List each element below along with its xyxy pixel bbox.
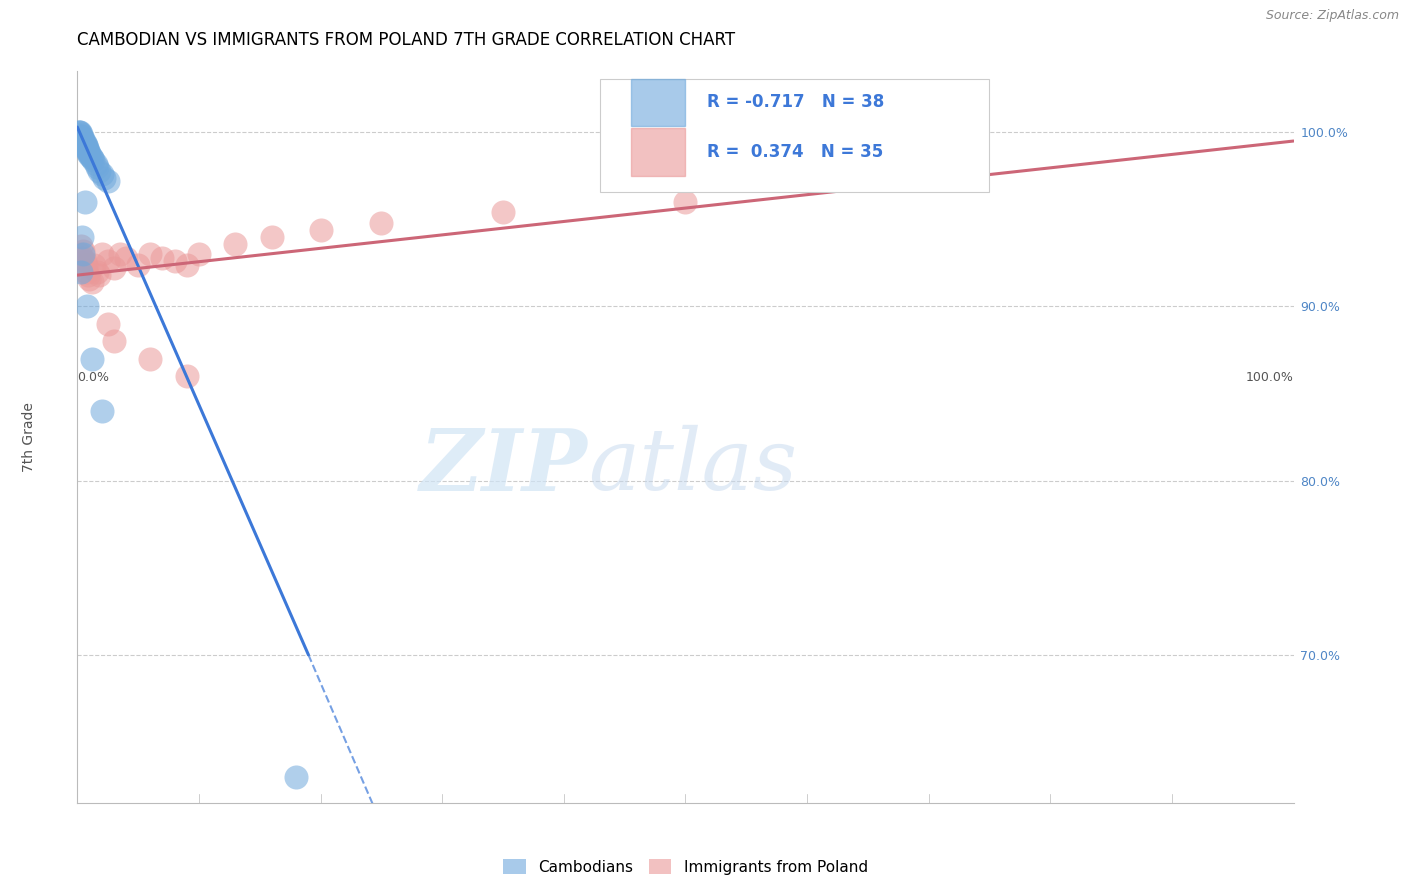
Point [73,137,96,152]
FancyBboxPatch shape [631,128,686,176]
Point [89,268,111,282]
Point [309,223,332,237]
Point [67,125,90,139]
Text: R =  0.374   N = 35: R = 0.374 N = 35 [707,144,883,161]
Legend: Cambodians, Immigrants from Poland: Cambodians, Immigrants from Poland [499,855,872,880]
Point [918,143,941,157]
Point [139,247,162,261]
Point [75,258,97,272]
Point [69,247,91,261]
Text: Source: ZipAtlas.com: Source: ZipAtlas.com [1265,9,1399,22]
Point [73,194,96,209]
Point [70,128,93,143]
Point [77,146,100,161]
Point [72,132,94,146]
Point [70,251,93,265]
Point [82,153,104,168]
Point [75,139,97,153]
Text: atlas: atlas [588,425,797,508]
Point [80,275,103,289]
Point [70,127,93,141]
Point [139,351,162,366]
Point [176,258,198,272]
Text: 7th Grade: 7th Grade [21,402,35,472]
Point [73,254,96,268]
Point [93,170,115,185]
Point [260,229,283,244]
Point [69,128,91,143]
Point [79,148,101,162]
FancyBboxPatch shape [600,78,990,192]
Point [79,271,101,285]
Point [675,194,697,209]
Point [115,251,138,265]
Point [70,130,93,145]
Point [69,125,91,139]
Point [72,244,94,258]
Point [152,251,174,265]
Point [90,247,112,261]
Point [89,163,111,178]
Point [79,146,101,161]
Point [77,145,100,159]
Point [90,167,112,181]
Point [103,261,125,276]
Point [75,137,97,152]
Point [72,134,94,148]
Point [70,265,93,279]
Point [97,174,120,188]
Point [70,238,93,252]
Point [83,258,105,272]
Point [70,130,93,145]
Point [80,152,103,166]
Text: R = -0.717   N = 38: R = -0.717 N = 38 [707,94,884,112]
Text: 0.0%: 0.0% [77,371,110,384]
Point [73,136,96,150]
Point [285,770,308,784]
Point [86,265,108,279]
Point [77,268,100,282]
Text: CAMBODIAN VS IMMIGRANTS FROM POLAND 7TH GRADE CORRELATION CHART: CAMBODIAN VS IMMIGRANTS FROM POLAND 7TH … [77,31,735,49]
Point [72,247,94,261]
Point [86,160,108,174]
Point [163,254,186,268]
Point [224,236,246,251]
Point [76,265,98,279]
Text: ZIP: ZIP [420,425,588,508]
Point [80,351,103,366]
FancyBboxPatch shape [631,78,686,127]
Point [188,247,211,261]
Point [492,205,515,219]
Point [70,229,93,244]
Point [97,254,120,268]
Point [176,369,198,384]
Point [97,317,120,331]
Point [90,404,112,418]
Point [127,258,149,272]
Point [103,334,125,349]
Point [80,150,103,164]
Point [70,132,93,146]
Point [67,125,90,139]
Text: 100.0%: 100.0% [1246,371,1294,384]
Point [370,216,392,230]
Point [76,143,98,157]
Point [84,156,107,170]
Point [76,300,98,314]
Point [76,141,98,155]
Point [108,247,131,261]
